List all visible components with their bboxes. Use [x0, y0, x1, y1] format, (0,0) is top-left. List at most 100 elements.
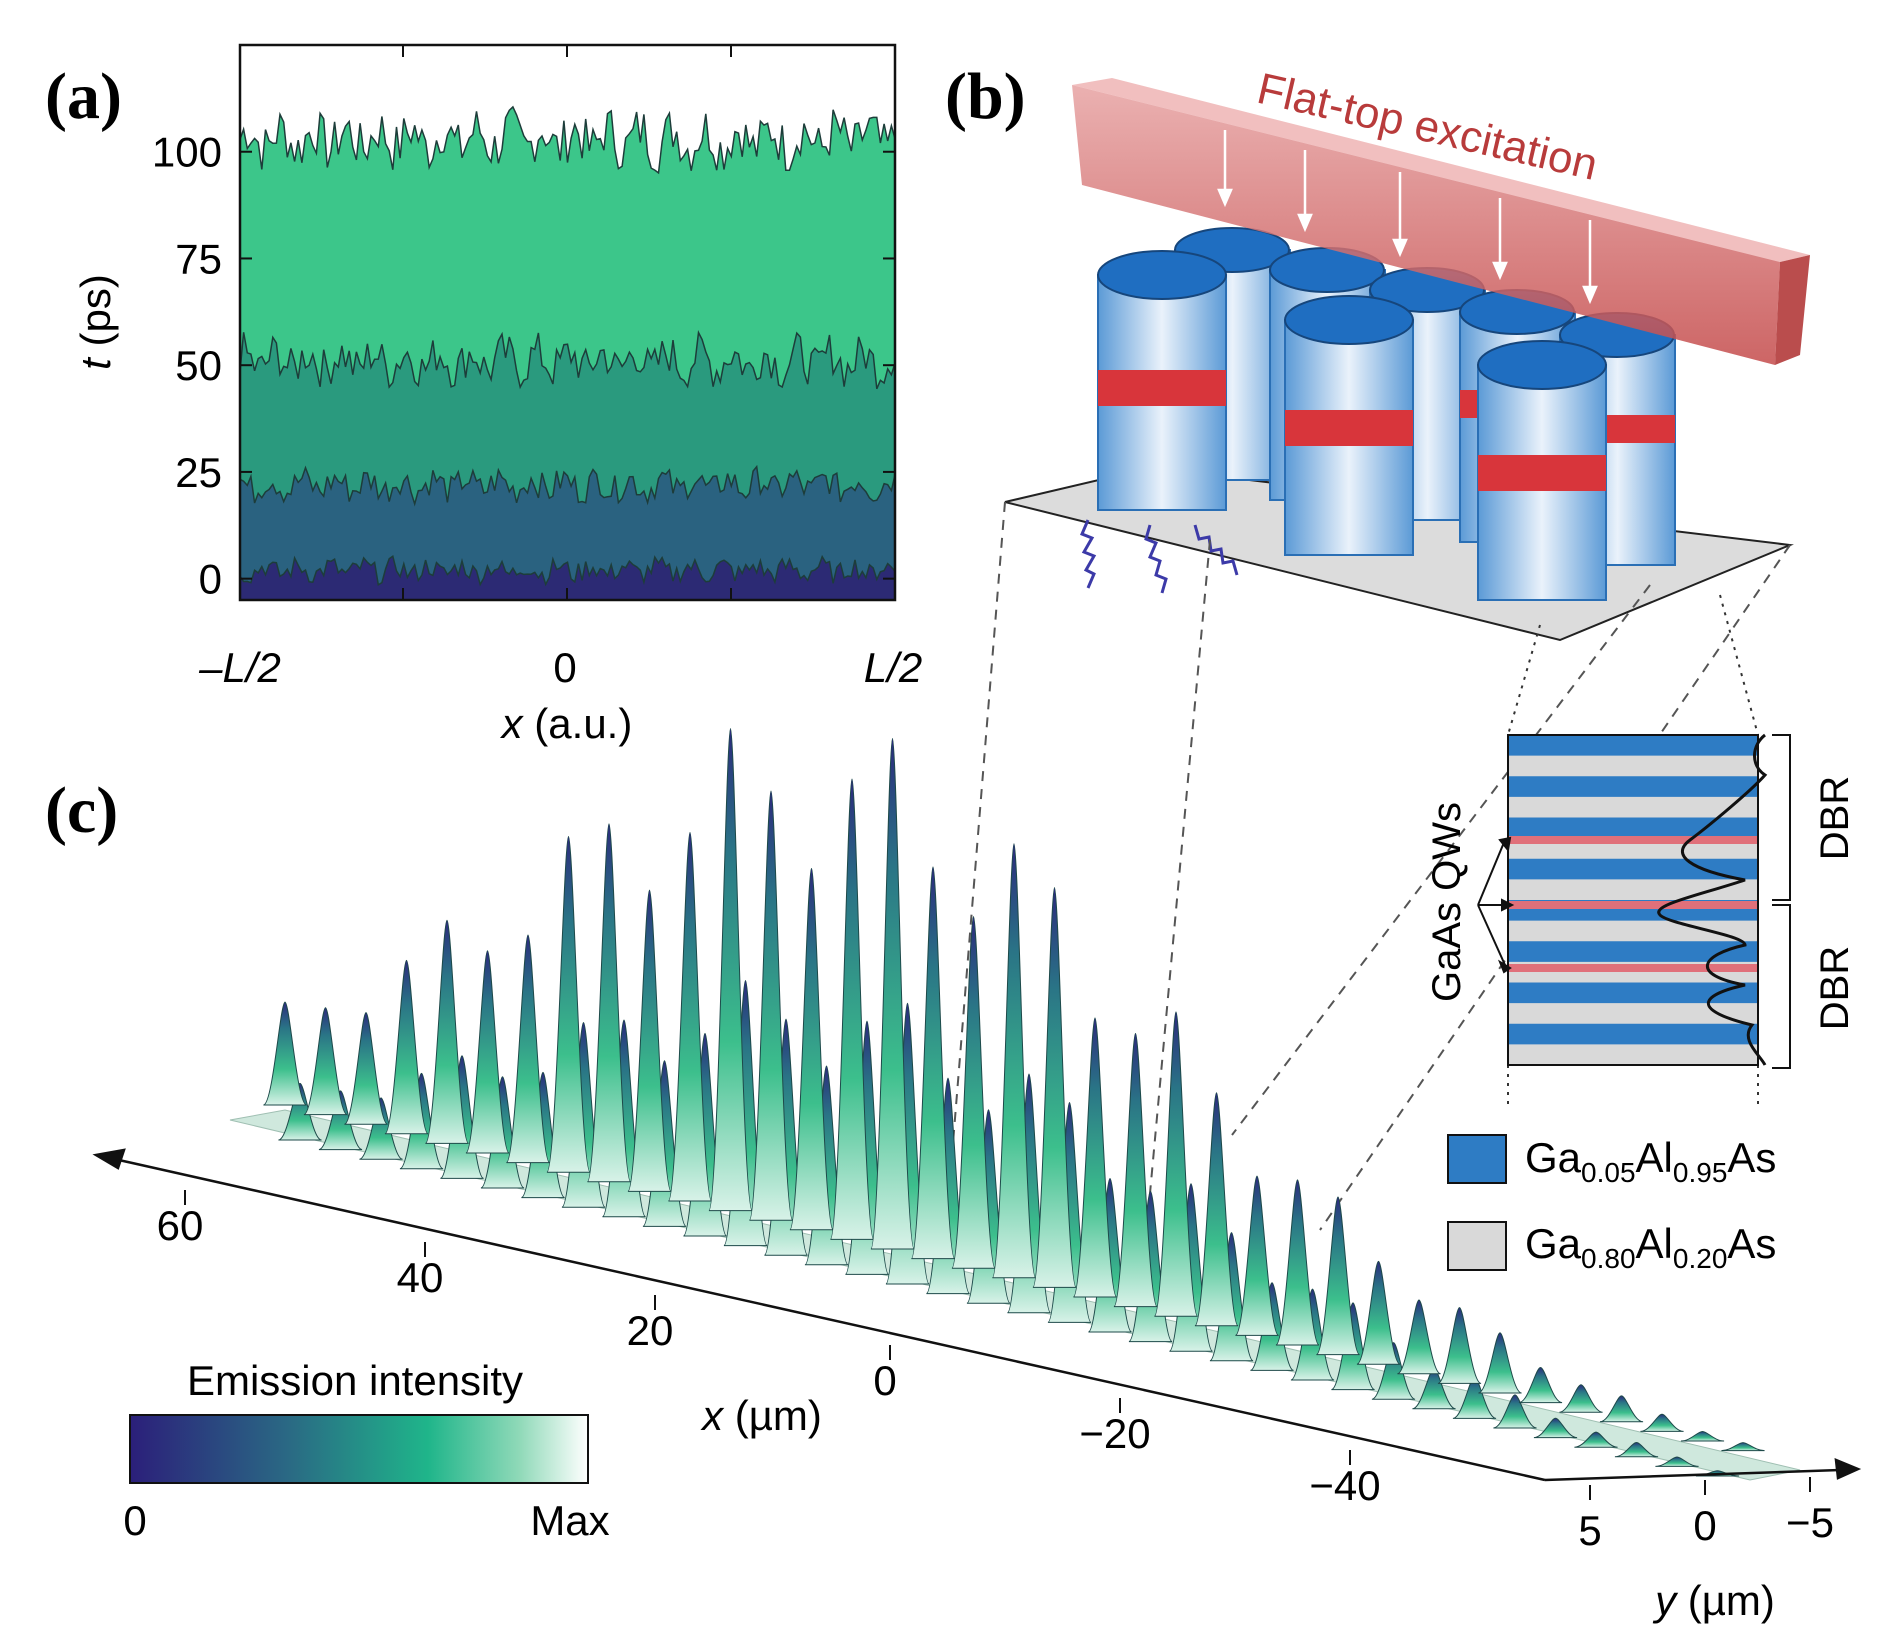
panel-c-label: (c) — [45, 774, 118, 847]
legend-label-algaas-095: Ga0.05Al0.95As — [1525, 1134, 1776, 1188]
emission-peak — [1153, 1011, 1199, 1317]
quantum-well-layer — [1508, 964, 1758, 972]
colorbar-title: Emission intensity — [187, 1357, 523, 1404]
y-tick-label: −5 — [1786, 1499, 1834, 1546]
emission-peak — [1275, 1179, 1320, 1346]
x-tick-label: −40 — [1309, 1462, 1380, 1509]
panel-a-x-tick-marks — [402, 45, 732, 600]
emission-peak — [708, 728, 753, 1212]
micropillar — [1097, 250, 1227, 511]
mode-profile-curve — [1657, 733, 1768, 1066]
qw-label: GaAs QWs — [1425, 802, 1469, 1002]
panel-b-label: (b) — [945, 60, 1026, 133]
layer-stripe — [1508, 920, 1758, 942]
emission-peaks — [262, 728, 1765, 1477]
layer-stripes — [1508, 735, 1758, 1066]
zoom-lines — [1507, 594, 1759, 1105]
emission-peak — [627, 889, 672, 1192]
panel-a-label: (a) — [45, 60, 122, 133]
micropillar — [1284, 295, 1414, 556]
layer-stripe — [1508, 879, 1758, 901]
panel-c-y-ticks: 5 0 −5 — [1578, 1477, 1834, 1554]
y-tick-label: 5 — [1578, 1507, 1601, 1554]
emission-peak — [1032, 887, 1077, 1288]
emission-peak — [303, 1007, 348, 1116]
emission-peak — [1518, 1366, 1563, 1404]
x-tick-label: 0 — [873, 1357, 896, 1404]
x-tick-label: 60 — [157, 1202, 204, 1249]
layer-stripe — [1508, 1003, 1758, 1025]
emission-peak — [951, 916, 996, 1269]
panel-c-y-axis-label: y (µm) — [1652, 1577, 1775, 1624]
emission-peak — [1194, 1092, 1239, 1327]
emission-peak — [1721, 1442, 1765, 1452]
layer-stripe — [1508, 755, 1758, 777]
micropillar-array — [1097, 227, 1676, 601]
x-tick-label: −20 — [1079, 1410, 1150, 1457]
emission-peak — [1574, 1431, 1618, 1448]
emission-peak — [278, 1082, 322, 1141]
emission-peak — [546, 835, 591, 1173]
emission-peak — [1533, 1417, 1578, 1439]
legend-swatch-algaas-020 — [1447, 1221, 1507, 1271]
panel-a-x-axis-label: x (a.u.) — [500, 700, 633, 747]
colorbar-gradient — [129, 1414, 589, 1484]
panel-c-axes — [92, 1148, 1862, 1482]
layer-stripe — [1508, 1023, 1758, 1045]
emission-peak — [1371, 1342, 1416, 1400]
emission-peak — [1493, 1394, 1537, 1429]
layer-stripe — [1508, 1044, 1758, 1066]
excitation-beam — [1072, 78, 1810, 365]
y-tick-label: 25 — [175, 449, 222, 496]
y-tick-label: 50 — [175, 342, 222, 389]
layer-stripe — [1508, 735, 1758, 757]
panel-a-x-tick-mid: 0 — [553, 644, 576, 691]
y-tick-label: 100 — [152, 129, 222, 176]
colorbar-max-label: Max — [530, 1497, 609, 1544]
panel-a-area-bands — [240, 105, 895, 600]
emission-peak — [910, 866, 956, 1260]
emission-peak — [1437, 1307, 1482, 1384]
panel-a-x-tick-right: L/2 — [864, 644, 922, 691]
emission-peak — [1640, 1413, 1684, 1432]
layer-stripe — [1508, 858, 1758, 880]
x-tick-label: 40 — [397, 1254, 444, 1301]
layer-stripe — [1508, 941, 1758, 963]
emission-peak — [829, 778, 875, 1240]
dbr-top-label: DBR — [1813, 776, 1857, 860]
panel-c: (c) 60 40 20 0 −20 −40 5 0 −5 x (µm) y (µm) Emi… — [45, 728, 1862, 1624]
quantum-well-layer — [1508, 836, 1758, 844]
emission-peak — [1680, 1430, 1725, 1442]
layer-stripe — [1508, 982, 1758, 1004]
emission-peak — [667, 832, 713, 1202]
emitted-photons — [1080, 519, 1239, 594]
panel-a-y-axis-label: t (ps) — [72, 274, 119, 370]
panel-a-y-ticks: 0 25 50 75 100 — [152, 129, 895, 603]
y-tick-label: 75 — [175, 235, 222, 282]
emission-peak — [505, 934, 551, 1164]
emission-peak — [1599, 1395, 1644, 1423]
emission-peak — [343, 1012, 389, 1125]
layer-stripe — [1508, 776, 1758, 798]
material-legend: Ga0.05Al0.95As Ga0.80Al0.20As — [1447, 1134, 1776, 1274]
emission-peak — [1234, 1175, 1280, 1336]
emission-peak — [1113, 1032, 1158, 1308]
emission-peak — [318, 1090, 363, 1151]
x-tick-label: 20 — [627, 1307, 674, 1354]
emission-peak — [262, 1001, 308, 1106]
emission-peak — [1315, 1196, 1361, 1356]
dbr-bottom-label: DBR — [1813, 946, 1857, 1030]
emission-peak — [1072, 1017, 1118, 1298]
emission-peak — [991, 843, 1037, 1279]
layer-stripe — [1508, 796, 1758, 818]
emission-peak — [465, 950, 510, 1154]
emission-peak — [1478, 1332, 1522, 1394]
emission-peak — [1397, 1299, 1441, 1375]
legend-swatch-algaas-095 — [1447, 1134, 1507, 1184]
emission-peak — [1655, 1456, 1699, 1467]
emission-peak — [1614, 1442, 1659, 1458]
panel-c-x-axis-label: x (µm) — [700, 1392, 822, 1439]
panel-b: (b) — [945, 60, 1857, 1274]
colorbar: Emission intensity 0 Max — [123, 1357, 609, 1544]
